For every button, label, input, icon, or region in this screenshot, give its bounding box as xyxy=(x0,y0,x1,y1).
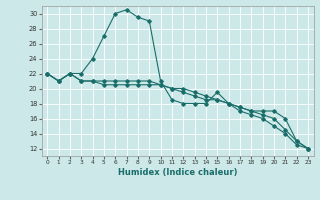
X-axis label: Humidex (Indice chaleur): Humidex (Indice chaleur) xyxy=(118,168,237,177)
